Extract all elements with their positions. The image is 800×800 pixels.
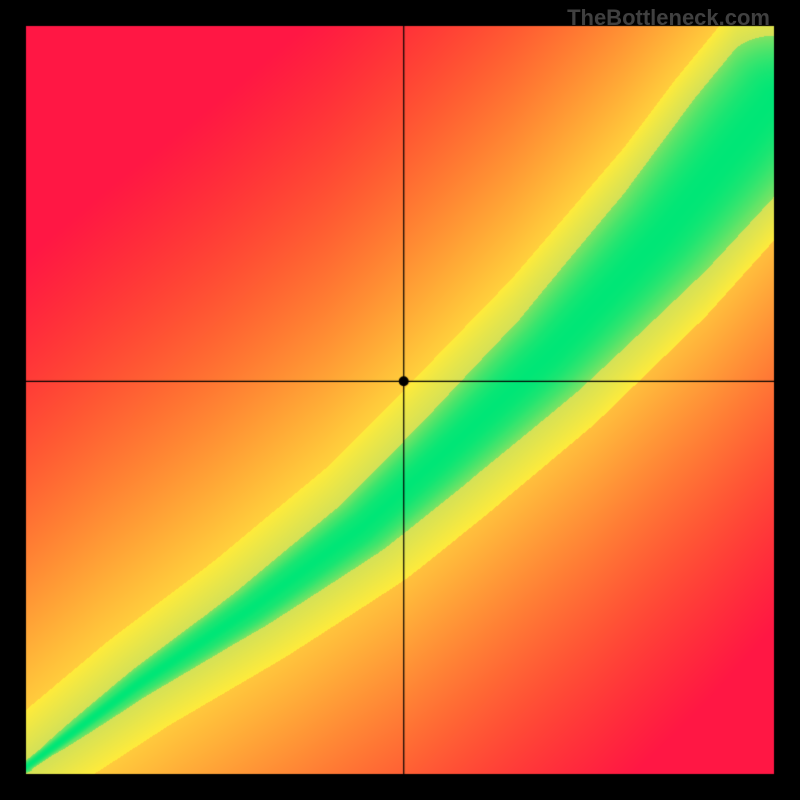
chart-container: TheBottleneck.com: [0, 0, 800, 800]
bottleneck-heatmap: [0, 0, 800, 800]
watermark-text: TheBottleneck.com: [567, 5, 770, 31]
